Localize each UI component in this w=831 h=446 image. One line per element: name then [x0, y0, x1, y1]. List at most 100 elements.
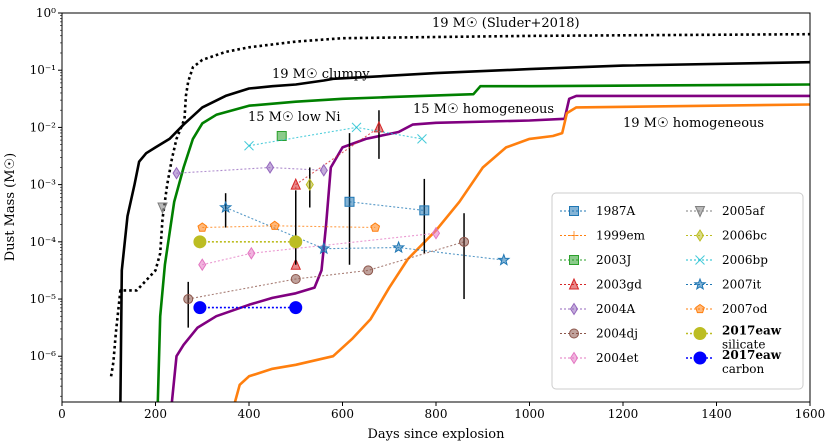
legend-item-2004a: 2004A — [560, 302, 636, 316]
legend-label: 2006bp — [722, 253, 768, 267]
data-point — [289, 235, 303, 249]
legend-marker — [568, 277, 580, 290]
y-tick-label: 10⁻² — [30, 120, 57, 134]
legend-item-2004dj: 2004dj — [560, 327, 638, 341]
y-tick-label: 10⁻⁶ — [30, 349, 57, 363]
data-point — [197, 222, 208, 232]
series-2006bc — [305, 167, 314, 208]
plot-frame — [61, 12, 811, 403]
legend-marker — [569, 328, 579, 339]
legend-item-2003j: 2003J — [560, 253, 632, 267]
legend-label: 2006bc — [722, 229, 767, 243]
x-tick-label: 200 — [144, 407, 167, 421]
legend-label: 2017eaw — [722, 348, 782, 362]
legend-marker — [695, 229, 705, 242]
x-tick-label: 800 — [425, 407, 448, 421]
data-point — [289, 301, 303, 315]
series-connector — [349, 201, 425, 211]
legend-item-2007od: 2007od — [686, 302, 768, 316]
legend-item-2005af: 2005af — [686, 204, 766, 218]
data-point — [392, 240, 406, 254]
legend-marker — [694, 206, 706, 218]
legend-box — [551, 192, 804, 390]
x-tick-label: 1200 — [608, 407, 639, 421]
legend-label: 2003gd — [596, 278, 642, 292]
series-connector — [225, 206, 504, 261]
data-point — [305, 178, 314, 192]
legend-marker — [569, 351, 579, 365]
series-2003gd — [290, 110, 385, 270]
legend-label: 2004dj — [596, 327, 638, 341]
data-point — [172, 166, 181, 180]
series-connector — [176, 166, 324, 174]
x-tick-label: 600 — [331, 407, 354, 421]
curve-labels: 19 M☉ (Sluder+2018) 19 M☉ clumpy 15 M☉ l… — [248, 16, 764, 131]
series-connector — [248, 126, 423, 147]
series-1987a — [344, 133, 430, 265]
legend-label: 2005af — [722, 204, 766, 218]
legend-marker — [569, 206, 579, 216]
data-point — [373, 120, 385, 133]
series-2004dj — [183, 213, 470, 328]
legend-item-2006bc: 2006bc — [686, 229, 767, 243]
data-point — [344, 196, 355, 207]
data-point — [417, 133, 427, 144]
series-2004et — [198, 226, 441, 272]
curve-label-low-ni: 15 M☉ low Ni — [248, 110, 341, 125]
legend-marker — [569, 231, 579, 240]
legend-label: 1999em — [596, 229, 646, 243]
x-tick-label: 400 — [238, 407, 261, 421]
curve-label-sluder: 19 M☉ (Sluder+2018) — [432, 16, 580, 31]
data-point — [370, 222, 381, 232]
legend-label: 2017eaw — [722, 324, 782, 338]
legend-marker — [693, 327, 707, 340]
legend-label: 2004et — [596, 351, 639, 365]
data-point — [247, 246, 256, 260]
legend-label: 2003J — [596, 253, 632, 267]
data-point — [193, 235, 207, 249]
legend-sublabel: carbon — [722, 362, 765, 376]
data-point — [193, 301, 207, 315]
curve-label-clumpy: 19 M☉ clumpy — [272, 67, 370, 82]
x-tick-label: 1600 — [795, 407, 826, 421]
data-point — [317, 241, 331, 255]
curve-label-15-homogeneous: 15 M☉ homogeneous — [413, 102, 554, 117]
legend-marker — [693, 351, 707, 365]
curve-15-m-low-ni — [156, 83, 810, 402]
legend-marker — [695, 255, 705, 265]
legend-item-2006bp: 2006bp — [686, 253, 768, 267]
curve-19-m-clumpy — [119, 60, 810, 402]
series-2005af — [157, 202, 168, 215]
curve-15-m-homogeneous — [170, 94, 810, 402]
x-axis-label: Days since explosion — [368, 427, 506, 442]
y-axis-label: Dust Mass (M☉) — [3, 153, 18, 261]
series-2007od — [197, 220, 381, 232]
legend-marker — [569, 302, 579, 316]
model-curves — [109, 32, 810, 402]
legend-item-2003gd: 2003gd — [560, 278, 642, 292]
x-tick-label: 1000 — [514, 407, 545, 421]
data-point — [497, 253, 511, 266]
data-point — [419, 205, 430, 216]
curve-19-m-homogeneous — [233, 103, 810, 402]
legend-marker — [569, 255, 579, 265]
data-point — [290, 274, 301, 285]
x-tick-label: 1400 — [701, 407, 732, 421]
data-point — [269, 220, 280, 230]
data-point — [290, 177, 302, 190]
data-point — [198, 258, 207, 272]
legend-marker — [693, 277, 707, 291]
data-point — [459, 236, 470, 247]
legend-sublabel: silicate — [722, 338, 765, 352]
legend-item-2004et: 2004et — [560, 351, 639, 365]
series-2006bp — [244, 122, 427, 151]
axis-ticks: 0 200 400 600 800 1000 1200 1400 1600 10⁰ 10⁻¹ 10⁻²… — [30, 6, 826, 421]
legend-label: 2007od — [722, 302, 768, 316]
data-point — [219, 200, 233, 214]
data-point — [265, 161, 275, 174]
legend-label: 2004A — [596, 302, 636, 316]
legend-item-1987a: 1987A — [560, 204, 636, 218]
